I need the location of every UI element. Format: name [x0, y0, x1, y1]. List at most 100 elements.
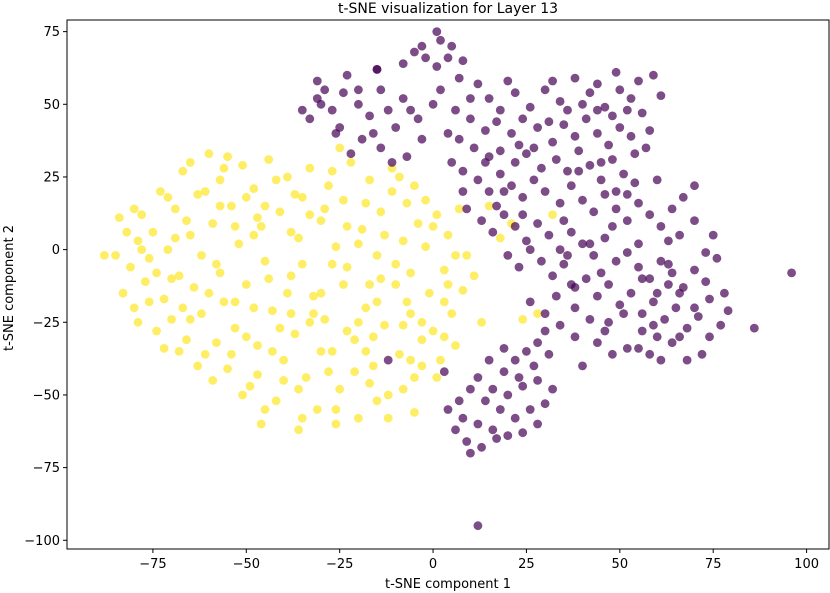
data-point-purple	[387, 158, 397, 167]
data-point-yellow	[268, 306, 277, 316]
data-point-purple	[346, 149, 356, 159]
data-point-yellow	[182, 216, 191, 226]
data-point-purple	[581, 114, 591, 124]
data-point-purple	[645, 126, 655, 135]
data-point-purple	[327, 105, 337, 115]
data-point-yellow	[230, 222, 240, 231]
data-point-purple	[708, 230, 718, 240]
data-point-purple	[622, 216, 632, 226]
data-point-yellow	[331, 419, 341, 429]
data-point-purple	[443, 129, 453, 138]
data-point-yellow	[406, 268, 415, 278]
data-point-purple	[634, 262, 643, 272]
data-point-yellow	[312, 405, 322, 414]
data-point-purple	[376, 143, 386, 153]
data-point-yellow	[518, 315, 528, 324]
data-point-purple	[495, 105, 505, 115]
data-point-yellow	[174, 271, 184, 281]
data-point-purple	[365, 111, 374, 121]
x-tick-label: 75	[705, 557, 722, 572]
data-point-yellow	[159, 344, 169, 353]
data-point-yellow	[167, 315, 177, 324]
data-point-yellow	[421, 195, 430, 205]
data-point-yellow	[133, 236, 143, 246]
data-point-yellow	[339, 280, 348, 289]
data-point-purple	[510, 413, 520, 423]
data-point-yellow	[316, 347, 326, 356]
data-point-yellow	[170, 233, 180, 243]
data-point-purple	[600, 326, 610, 336]
data-point-purple	[499, 187, 509, 196]
data-point-yellow	[189, 283, 199, 292]
y-tick-label: 0	[52, 243, 60, 258]
data-point-purple	[466, 114, 475, 124]
data-point-yellow	[249, 230, 259, 240]
data-point-purple	[514, 140, 524, 150]
data-point-purple	[410, 47, 419, 57]
data-point-purple	[492, 434, 501, 443]
y-tick-label: −100	[24, 534, 60, 549]
data-point-yellow	[484, 201, 494, 211]
data-point-purple	[664, 236, 673, 246]
data-point-yellow	[122, 227, 132, 237]
data-point-purple	[484, 187, 494, 196]
data-point-yellow	[297, 259, 307, 269]
scatter-points	[100, 27, 796, 531]
data-point-yellow	[253, 213, 262, 223]
data-point-yellow	[380, 230, 389, 240]
data-point-purple	[469, 143, 479, 153]
data-point-purple	[578, 99, 587, 109]
data-point-yellow	[395, 349, 404, 359]
data-point-purple	[451, 425, 460, 435]
data-point-purple	[540, 187, 550, 196]
data-point-purple	[488, 384, 498, 394]
data-point-yellow	[432, 373, 442, 382]
data-point-purple	[451, 105, 460, 115]
data-point-purple	[611, 204, 621, 214]
data-point-yellow	[129, 303, 139, 313]
y-axis-label: t-SNE component 2	[2, 225, 17, 351]
data-point-yellow	[264, 274, 274, 284]
chart-title: t-SNE visualization for Layer 13	[338, 1, 558, 17]
data-point-yellow	[279, 376, 288, 385]
data-point-purple	[622, 190, 632, 199]
data-point-yellow	[163, 245, 173, 255]
data-point-yellow	[368, 332, 378, 342]
data-point-yellow	[331, 405, 341, 414]
data-point-purple	[525, 405, 535, 414]
data-point-yellow	[410, 181, 419, 191]
data-point-purple	[447, 41, 457, 51]
data-point-purple	[600, 233, 610, 243]
data-point-purple	[705, 294, 714, 304]
data-point-purple	[540, 399, 550, 409]
data-point-purple	[634, 198, 643, 208]
data-point-yellow	[253, 341, 262, 350]
data-point-purple	[533, 338, 542, 347]
y-tick-label: −50	[33, 388, 60, 403]
data-point-yellow	[376, 274, 386, 284]
data-point-yellow	[260, 201, 270, 211]
data-point-purple	[649, 70, 658, 80]
data-point-yellow	[439, 332, 449, 342]
data-point-yellow	[417, 335, 427, 345]
data-point-purple	[555, 320, 565, 330]
data-point-purple	[697, 349, 707, 359]
data-point-purple	[608, 111, 617, 121]
x-axis-label: t-SNE component 1	[385, 577, 511, 592]
data-point-yellow	[230, 297, 240, 307]
data-point-purple	[615, 123, 625, 132]
data-point-yellow	[354, 317, 363, 327]
data-point-purple	[596, 175, 606, 185]
data-point-purple	[600, 102, 610, 112]
data-point-purple	[518, 192, 528, 202]
data-point-purple	[656, 222, 666, 231]
data-point-purple	[507, 129, 516, 138]
x-tick-label: −75	[139, 557, 166, 572]
data-point-yellow	[398, 320, 408, 330]
data-point-purple	[578, 361, 587, 371]
data-point-purple	[596, 268, 606, 278]
data-point-yellow	[398, 384, 408, 394]
data-point-purple	[630, 149, 640, 159]
data-point-purple	[604, 317, 613, 327]
data-point-yellow	[350, 367, 359, 377]
